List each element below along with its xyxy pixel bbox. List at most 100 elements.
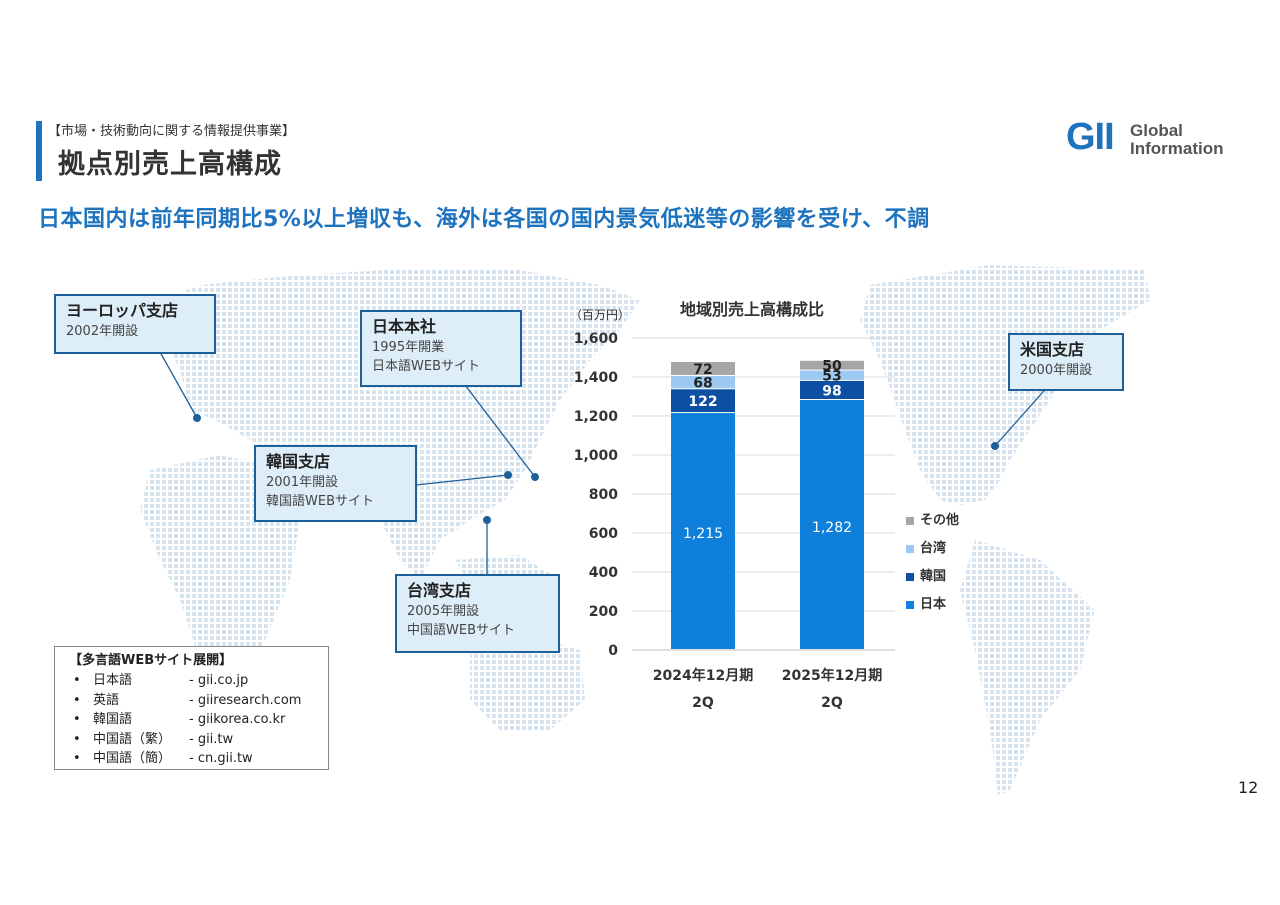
legend-label: 台湾	[920, 541, 947, 556]
legend-swatch	[906, 601, 914, 609]
data-label: 98	[822, 383, 841, 399]
bar-segment	[671, 413, 735, 649]
map-australia	[470, 635, 585, 730]
chart-legend: その他 台湾 韓国 日本	[906, 512, 959, 624]
legend-label: 韓国	[920, 569, 947, 584]
data-label: 72	[693, 362, 712, 378]
branch-europe-founded: 2002年開設	[66, 324, 139, 339]
legend-label: 日本	[920, 597, 947, 612]
site-url: - giiresearch.com	[189, 692, 302, 708]
site-language: 中国語（繁）	[93, 731, 172, 747]
branch-korea: 韓国支店 2001年開設 韓国語WEBサイト	[254, 445, 417, 522]
data-label: 68	[693, 376, 712, 392]
y-tick-label: 800	[589, 487, 618, 503]
branch-japan: 日本本社 1995年開業 日本語WEBサイト	[360, 310, 522, 387]
y-tick-label: 1,000	[574, 448, 619, 464]
bar-segment	[671, 376, 735, 389]
branch-europe-name: ヨーロッパ支店	[66, 301, 179, 320]
branch-taiwan-name: 台湾支店	[407, 581, 472, 600]
legend-swatch	[906, 517, 914, 525]
legend-entry: その他	[906, 512, 959, 540]
branch-usa-founded: 2000年開設	[1020, 363, 1093, 378]
site-url: - cn.gii.tw	[189, 751, 253, 766]
site-language: 中国語（簡）	[93, 751, 172, 766]
site-language: 韓国語	[93, 712, 133, 727]
chart-title: 地域別売上高構成比	[680, 300, 825, 319]
legend-label: その他	[920, 513, 960, 528]
section-accent-bar	[36, 121, 42, 181]
x-tick-label: 2024年12月期	[653, 667, 753, 684]
branch-japan-name: 日本本社	[372, 317, 437, 336]
bar-segment	[671, 361, 735, 376]
branch-taiwan: 台湾支店 2005年開設 中国語WEBサイト	[395, 574, 560, 653]
branch-japan-founded: 1995年開業	[372, 340, 445, 355]
y-tick-label: 600	[589, 526, 618, 542]
x-tick-label: 2Q	[821, 695, 843, 711]
y-tick-label: 1,600	[574, 331, 619, 347]
site-url: - gii.co.jp	[189, 673, 249, 688]
page-title: 拠点別売上高構成	[58, 149, 282, 180]
company-logo: GII Global Information	[1066, 116, 1224, 158]
branch-europe: ヨーロッパ支店 2002年開設	[54, 294, 216, 354]
bar-segment	[800, 400, 864, 649]
branch-taiwan-site: 中国語WEBサイト	[407, 623, 515, 638]
pin-taiwan	[483, 516, 491, 524]
logo-line-2: Information	[1130, 139, 1224, 158]
legend-swatch	[906, 545, 914, 553]
chart-unit-label: （百万円）	[570, 308, 631, 322]
page-number: 12	[1238, 778, 1259, 797]
branch-korea-name: 韓国支店	[266, 452, 331, 471]
bar-segment	[800, 370, 864, 380]
data-label: 122	[688, 394, 717, 410]
pin-usa	[991, 442, 999, 450]
site-list-item: • 英語 - giiresearch.com	[69, 691, 314, 711]
connector-korea	[415, 474, 509, 486]
branch-korea-site: 韓国語WEBサイト	[266, 494, 374, 509]
bar-segment	[800, 380, 864, 400]
pin-europe	[193, 414, 201, 422]
site-list-item: • 韓国語 - giikorea.co.kr	[69, 710, 314, 730]
y-tick-label: 400	[589, 565, 618, 581]
logo-line-1: Global	[1130, 121, 1183, 140]
data-label: 50	[822, 359, 842, 375]
data-label: 53	[822, 369, 841, 385]
site-list-item: • 中国語（簡） - cn.gii.tw	[69, 749, 314, 769]
bar-segment	[800, 360, 864, 370]
logo-mark: GII	[1066, 116, 1115, 158]
connector-japan	[464, 384, 536, 478]
site-url: - gii.tw	[189, 731, 234, 747]
branch-korea-founded: 2001年開設	[266, 475, 339, 490]
y-tick-label: 200	[589, 604, 618, 620]
site-list-item: • 中国語（繁） - gii.tw	[69, 730, 314, 750]
headline: 日本国内は前年同期比5%以上増収も、海外は各国の国内景気低迷等の影響を受け、不調	[38, 207, 930, 232]
branch-taiwan-founded: 2005年開設	[407, 604, 480, 619]
multilingual-sites-box: 【多言語WEBサイト展開】 • 日本語 - gii.co.jp • 英語 - giire…	[54, 646, 329, 770]
section-label: 【市場・技術動向に関する情報提供事業】	[48, 124, 296, 139]
data-label: 1,282	[812, 520, 852, 536]
site-list-item: • 日本語 - gii.co.jp	[69, 671, 314, 691]
site-url: - giikorea.co.kr	[189, 712, 286, 727]
branch-usa: 米国支店 2000年開設	[1008, 333, 1124, 391]
pin-korea	[504, 471, 512, 479]
bar-segment	[671, 389, 735, 413]
legend-entry: 韓国	[906, 568, 959, 596]
branch-japan-site: 日本語WEBサイト	[372, 359, 480, 374]
map-south-america	[960, 540, 1095, 795]
multilingual-sites-title: 【多言語WEBサイト展開】	[69, 653, 233, 668]
map-north-america	[860, 265, 1150, 505]
legend-swatch	[906, 573, 914, 581]
x-tick-label: 2025年12月期	[782, 667, 882, 684]
connector-usa	[994, 383, 1051, 447]
legend-entry: 日本	[906, 596, 959, 624]
data-label: 1,215	[683, 526, 723, 542]
y-tick-label: 1,200	[574, 409, 619, 425]
legend-entry: 台湾	[906, 540, 959, 568]
site-language: 英語	[93, 692, 120, 708]
y-tick-label: 1,400	[574, 370, 619, 386]
pin-japan	[531, 473, 539, 481]
x-tick-label: 2Q	[692, 695, 714, 711]
branch-usa-name: 米国支店	[1020, 340, 1085, 359]
y-tick-label: 0	[608, 643, 618, 659]
